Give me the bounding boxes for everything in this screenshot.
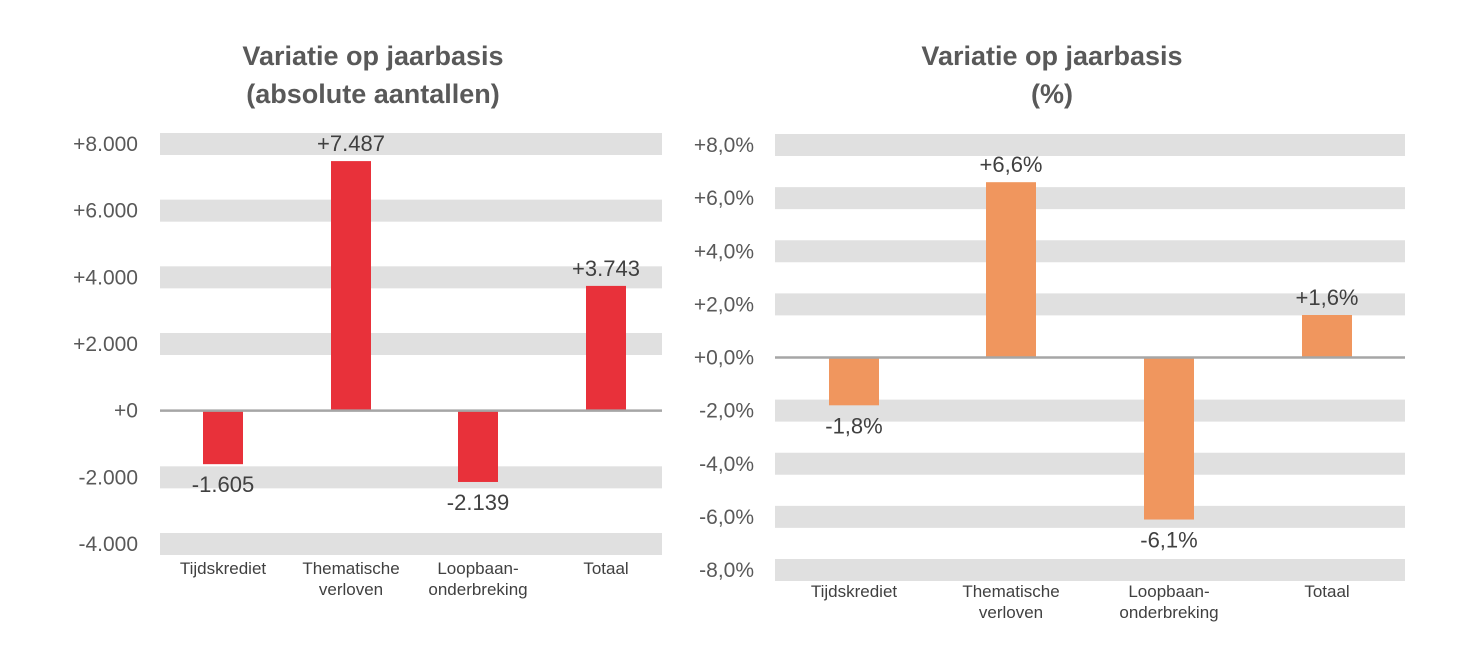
data-label: -6,1% [1140, 528, 1197, 553]
grid-band [775, 559, 1405, 581]
data-label: -1.605 [192, 472, 254, 497]
category-label: onderbreking [1119, 603, 1218, 622]
grid-band [775, 293, 1405, 316]
chart-title: Variatie op jaarbasis [921, 41, 1182, 71]
grid-band [160, 133, 662, 155]
data-label: +6,6% [980, 152, 1043, 177]
bar [458, 410, 498, 482]
grid-band [775, 399, 1405, 422]
data-label: +7.487 [317, 131, 385, 156]
bar [1302, 315, 1352, 358]
category-label: Thematische [962, 582, 1059, 601]
y-tick-label: +8,0% [694, 134, 754, 157]
chart-title: (absolute aantallen) [246, 79, 500, 109]
bar [331, 161, 371, 411]
bar [203, 410, 243, 465]
bar [1144, 357, 1194, 520]
grid-band [775, 505, 1405, 528]
grid-band [775, 187, 1405, 210]
y-tick-label: -2,0% [699, 400, 754, 423]
grid-band [775, 240, 1405, 263]
data-label: +1,6% [1296, 285, 1359, 310]
grid-band [775, 452, 1405, 475]
data-label: +3.743 [572, 256, 640, 281]
category-label: Totaal [1304, 582, 1349, 601]
grid-band [160, 466, 662, 489]
y-tick-label: -6,0% [699, 506, 754, 529]
y-tick-label: +0 [114, 400, 138, 423]
grid-band [160, 533, 662, 555]
category-label: verloven [319, 580, 383, 599]
y-tick-label: +6.000 [73, 200, 138, 223]
category-label: Tijdskrediet [811, 582, 898, 601]
bar [829, 357, 879, 406]
y-tick-label: +2,0% [694, 293, 754, 316]
grid-band [775, 134, 1405, 156]
y-tick-label: +4.000 [73, 266, 138, 289]
grid-band [160, 199, 662, 222]
y-tick-label: -8,0% [699, 559, 754, 582]
y-tick-label: +2.000 [73, 333, 138, 356]
grid-band [160, 333, 662, 355]
y-tick-label: +4,0% [694, 240, 754, 263]
category-label: Loopbaan- [1128, 582, 1209, 601]
y-tick-label: -4.000 [78, 533, 138, 556]
chart-title: Variatie op jaarbasis [242, 41, 503, 71]
category-label: Totaal [583, 559, 628, 578]
y-tick-label: +0,0% [694, 347, 754, 370]
bar [986, 182, 1036, 358]
y-tick-label: +8.000 [73, 133, 138, 156]
y-tick-label: +6,0% [694, 187, 754, 210]
data-label: -2.139 [447, 490, 509, 515]
y-tick-label: -4,0% [699, 453, 754, 476]
chart-title: (%) [1031, 79, 1073, 109]
grid-band [160, 266, 662, 289]
category-label: Tijdskrediet [180, 559, 267, 578]
category-label: Loopbaan- [437, 559, 518, 578]
category-label: Thematische [302, 559, 399, 578]
category-label: verloven [979, 603, 1043, 622]
category-label: onderbreking [428, 580, 527, 599]
bar [586, 285, 626, 411]
data-label: -1,8% [825, 413, 882, 438]
y-tick-label: -2.000 [78, 466, 138, 489]
